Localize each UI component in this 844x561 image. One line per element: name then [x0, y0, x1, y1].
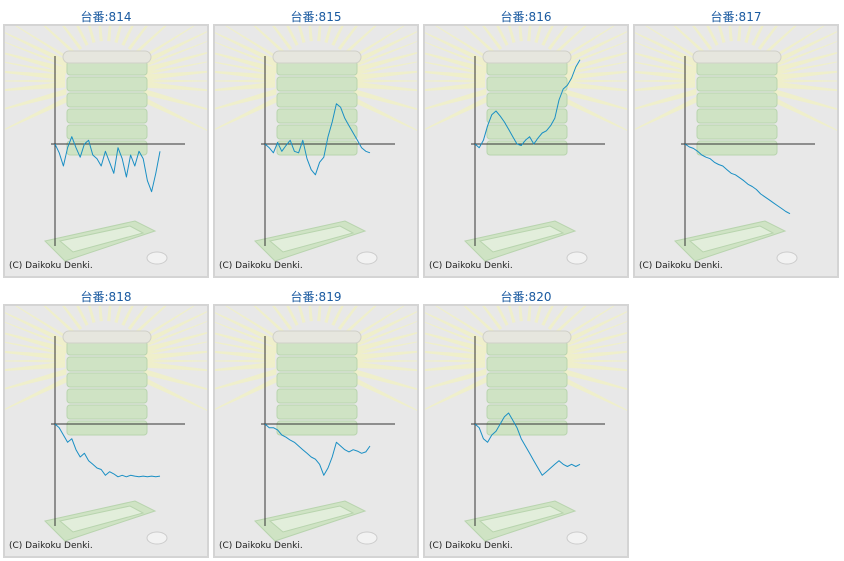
- background-art: [425, 26, 627, 265]
- data-series-line: [474, 59, 581, 149]
- line-chart: [635, 26, 837, 265]
- chart-card: (C) Daikoku Denki.: [213, 304, 419, 558]
- chart-card: (C) Daikoku Denki.: [633, 24, 839, 278]
- data-series-line: [474, 412, 581, 476]
- data-series-line: [264, 103, 371, 176]
- copyright-text: (C) Daikoku Denki.: [219, 541, 303, 551]
- chart-title-link[interactable]: 台番:814: [80, 10, 132, 24]
- chart-panel: 台番:817 (C) Daikoku Denki.: [633, 4, 839, 279]
- copyright-text: (C) Daikoku Denki.: [9, 261, 93, 271]
- line-chart: [425, 306, 627, 545]
- background-art: [215, 26, 417, 265]
- data-series-line: [264, 423, 371, 476]
- chart-card: (C) Daikoku Denki.: [3, 304, 209, 558]
- line-chart: [5, 306, 207, 545]
- chart-panel: 台番:820 (C) Daikoku Denki.: [423, 284, 629, 559]
- chart-card: (C) Daikoku Denki.: [423, 304, 629, 558]
- chart-panel: 台番:814 (C) Daikoku Denki.: [3, 4, 209, 279]
- data-series-line: [54, 423, 161, 478]
- chart-panel: 台番:816 (C) Daikoku Denki.: [423, 4, 629, 279]
- chart-card: (C) Daikoku Denki.: [3, 24, 209, 278]
- data-series-line: [684, 143, 791, 215]
- copyright-text: (C) Daikoku Denki.: [429, 541, 513, 551]
- chart-panel: 台番:815 (C) Daikoku Denki.: [213, 4, 419, 279]
- chart-title-link[interactable]: 台番:815: [290, 10, 342, 24]
- chart-panel: 台番:818 (C) Daikoku Denki.: [3, 284, 209, 559]
- background-art: [635, 26, 837, 265]
- chart-title-link[interactable]: 台番:819: [290, 290, 342, 304]
- copyright-text: (C) Daikoku Denki.: [219, 261, 303, 271]
- chart-panel: 台番:819 (C) Daikoku Denki.: [213, 284, 419, 559]
- chart-title-link[interactable]: 台番:817: [710, 10, 762, 24]
- background-art: [425, 306, 627, 545]
- chart-card: (C) Daikoku Denki.: [213, 24, 419, 278]
- chart-title-link[interactable]: 台番:818: [80, 290, 132, 304]
- copyright-text: (C) Daikoku Denki.: [429, 261, 513, 271]
- chart-card: (C) Daikoku Denki.: [423, 24, 629, 278]
- data-series-line: [54, 136, 161, 193]
- background-art: [215, 306, 417, 545]
- background-art: [5, 306, 207, 545]
- copyright-text: (C) Daikoku Denki.: [9, 541, 93, 551]
- background-art: [5, 26, 207, 265]
- line-chart: [215, 26, 417, 265]
- chart-title-link[interactable]: 台番:820: [500, 290, 552, 304]
- line-chart: [215, 306, 417, 545]
- copyright-text: (C) Daikoku Denki.: [639, 261, 723, 271]
- chart-title-link[interactable]: 台番:816: [500, 10, 552, 24]
- line-chart: [5, 26, 207, 265]
- line-chart: [425, 26, 627, 265]
